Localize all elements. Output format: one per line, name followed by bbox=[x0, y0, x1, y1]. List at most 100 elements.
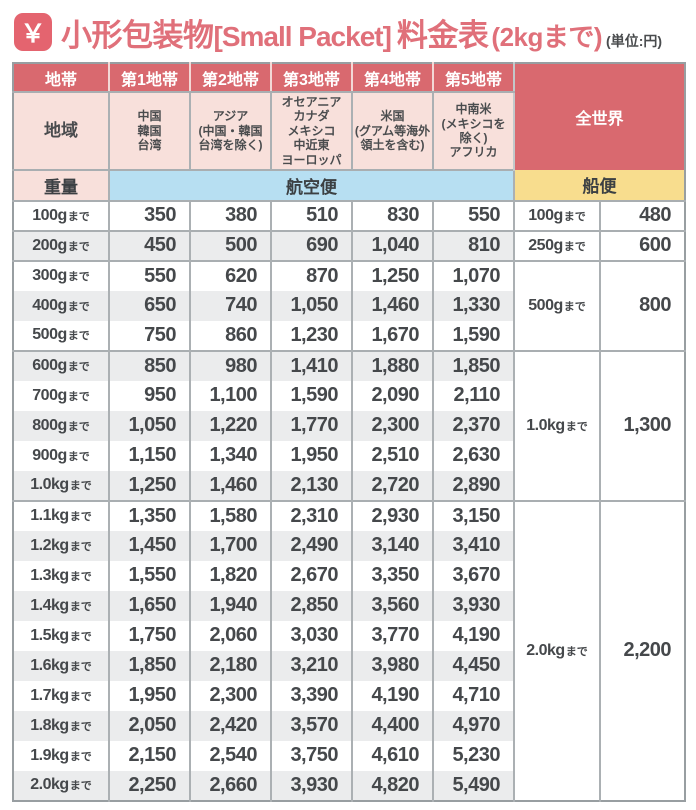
airmail-price-cell: 750 bbox=[108, 320, 190, 351]
airmail-price-cell: 740 bbox=[189, 290, 271, 321]
weight-cell: 2.0kgまで bbox=[13, 770, 109, 801]
airmail-price-cell: 950 bbox=[108, 380, 190, 411]
weight-value: 200g bbox=[32, 236, 67, 254]
weight-cell: 300gまで bbox=[13, 259, 109, 291]
airmail-price-cell: 1,450 bbox=[108, 530, 190, 561]
made-suffix: まで bbox=[67, 271, 90, 284]
unit-note: (単位:円) bbox=[606, 33, 663, 49]
weight-cell: 1.1kgまで bbox=[13, 499, 109, 531]
weight-value: 1.5kg bbox=[30, 626, 69, 644]
airmail-price-cell: 3,930 bbox=[270, 770, 352, 801]
airmail-price-cell: 1,880 bbox=[351, 349, 433, 381]
weight-cell: 100gまで bbox=[13, 200, 109, 231]
airmail-price-cell: 1,100 bbox=[189, 380, 271, 411]
airmail-price-cell: 3,570 bbox=[270, 710, 352, 741]
airmail-price-cell: 3,750 bbox=[270, 740, 352, 771]
airmail-price-cell: 1,590 bbox=[270, 380, 352, 411]
table-row: 1.9kgまで 2,150 2,540 3,750 4,610 5,230 bbox=[13, 740, 685, 771]
table-row: 600gまで 850 980 1,410 1,880 1,850 1.0kgまで 1,300 bbox=[13, 349, 686, 501]
airmail-price-cell: 2,850 bbox=[270, 590, 352, 621]
table-row: 300gまで 550 620 870 1,250 1,070 500gまで 800 bbox=[13, 259, 686, 351]
airmail-price-cell: 4,610 bbox=[351, 740, 433, 771]
airmail-price-cell: 3,670 bbox=[432, 560, 514, 591]
zone-1-header: 第1地帯 bbox=[108, 63, 190, 93]
table-row: 1.1kgまで 1,350 1,580 2,310 2,930 3,150 2.0kgまで 2… bbox=[13, 499, 686, 801]
weight-value: 1.0kg bbox=[30, 476, 69, 494]
made-suffix: まで bbox=[69, 480, 92, 493]
airmail-header: 航空便 bbox=[108, 169, 514, 202]
weight-cell: 200gまで bbox=[13, 229, 109, 261]
airmail-price-cell: 2,310 bbox=[270, 499, 352, 531]
made-suffix: まで bbox=[67, 330, 90, 343]
made-suffix: まで bbox=[67, 240, 90, 253]
made-suffix: まで bbox=[69, 660, 92, 673]
airmail-price-cell: 1,050 bbox=[108, 410, 190, 441]
airmail-price-cell: 1,040 bbox=[351, 229, 433, 261]
weight-value: 900g bbox=[32, 446, 67, 464]
airmail-price-cell: 3,560 bbox=[351, 590, 433, 621]
airmail-price-cell: 1,580 bbox=[189, 499, 271, 531]
surface-weight-cell: 250gまで bbox=[513, 229, 600, 261]
weight-value: 700g bbox=[32, 386, 67, 404]
weight-cell: 1.2kgまで bbox=[13, 530, 109, 561]
weight-value: 500g bbox=[528, 296, 563, 314]
rate-table-body: 100gまで 350 380 510 830 550 100gまで 480 200gまで 450 5… bbox=[13, 200, 686, 801]
worldwide-header: 全世界 bbox=[512, 63, 686, 170]
weight-cell: 1.6kgまで bbox=[13, 650, 109, 681]
weight-cell: 1.8kgまで bbox=[13, 710, 109, 741]
weight-cell: 500gまで bbox=[13, 320, 109, 351]
airmail-price-cell: 3,350 bbox=[351, 560, 433, 591]
weight-cell: 1.0kgまで bbox=[13, 470, 109, 501]
airmail-price-cell: 3,030 bbox=[270, 620, 352, 651]
surface-price-cell: 800 bbox=[598, 259, 686, 351]
airmail-price-cell: 4,190 bbox=[351, 680, 433, 711]
table-row: 1.7kgまで 1,950 2,300 3,390 4,190 4,710 bbox=[13, 680, 685, 711]
airmail-price-cell: 2,420 bbox=[189, 710, 271, 741]
airmail-price-cell: 1,850 bbox=[108, 650, 190, 681]
made-suffix: まで bbox=[67, 361, 90, 374]
made-suffix: まで bbox=[69, 690, 92, 703]
table-row: 1.6kgまで 1,850 2,180 3,210 3,980 4,450 bbox=[13, 650, 685, 681]
airmail-price-cell: 3,410 bbox=[432, 530, 514, 561]
weight-value: 600g bbox=[32, 357, 67, 375]
airmail-price-cell: 1,250 bbox=[108, 470, 190, 501]
airmail-price-cell: 550 bbox=[432, 200, 514, 231]
airmail-price-cell: 2,370 bbox=[432, 410, 514, 441]
weight-value: 1.0kg bbox=[526, 416, 565, 434]
weight-header-label: 重量 bbox=[13, 169, 109, 202]
airmail-price-cell: 2,930 bbox=[351, 499, 433, 531]
weight-value: 250g bbox=[528, 236, 563, 254]
airmail-price-cell: 1,340 bbox=[189, 440, 271, 471]
surface-price-cell: 2,200 bbox=[598, 499, 686, 801]
weight-cell: 1.3kgまで bbox=[13, 560, 109, 591]
title-fee: 料金表 bbox=[396, 17, 489, 53]
airmail-price-cell: 4,450 bbox=[432, 650, 514, 681]
weight-cell: 1.9kgまで bbox=[13, 740, 109, 771]
airmail-price-cell: 850 bbox=[108, 349, 190, 381]
made-suffix: まで bbox=[565, 420, 588, 433]
airmail-price-cell: 4,400 bbox=[351, 710, 433, 741]
airmail-price-cell: 1,070 bbox=[432, 259, 514, 291]
airmail-price-cell: 3,150 bbox=[432, 499, 514, 531]
weight-value: 1.2kg bbox=[30, 536, 69, 554]
zone-1-regions: 中国 韓国 台湾 bbox=[108, 92, 190, 171]
yen-icon: ￥ bbox=[14, 13, 52, 51]
page-header: ￥ 小形包装物[Small Packet] 料金表 (2kgまで) (単位:円) bbox=[14, 10, 684, 54]
table-row: 500gまで 750 860 1,230 1,670 1,590 bbox=[13, 320, 685, 351]
airmail-price-cell: 2,510 bbox=[351, 440, 433, 471]
made-suffix: まで bbox=[69, 600, 92, 613]
made-suffix: まで bbox=[69, 780, 92, 793]
airmail-price-cell: 3,930 bbox=[432, 590, 514, 621]
airmail-price-cell: 2,670 bbox=[270, 560, 352, 591]
zone-header-label: 地帯 bbox=[13, 63, 109, 93]
airmail-price-cell: 830 bbox=[351, 200, 433, 231]
weight-cell: 1.5kgまで bbox=[13, 620, 109, 651]
table-row: 1.0kgまで 1,250 1,460 2,130 2,720 2,890 bbox=[13, 470, 685, 501]
weight-cell: 800gまで bbox=[13, 410, 109, 441]
weight-value: 1.3kg bbox=[30, 566, 69, 584]
airmail-price-cell: 1,670 bbox=[351, 320, 433, 351]
airmail-price-cell: 1,750 bbox=[108, 620, 190, 651]
airmail-price-cell: 2,130 bbox=[270, 470, 352, 501]
weight-cell: 600gまで bbox=[13, 349, 109, 381]
weight-cell: 1.4kgまで bbox=[13, 590, 109, 621]
